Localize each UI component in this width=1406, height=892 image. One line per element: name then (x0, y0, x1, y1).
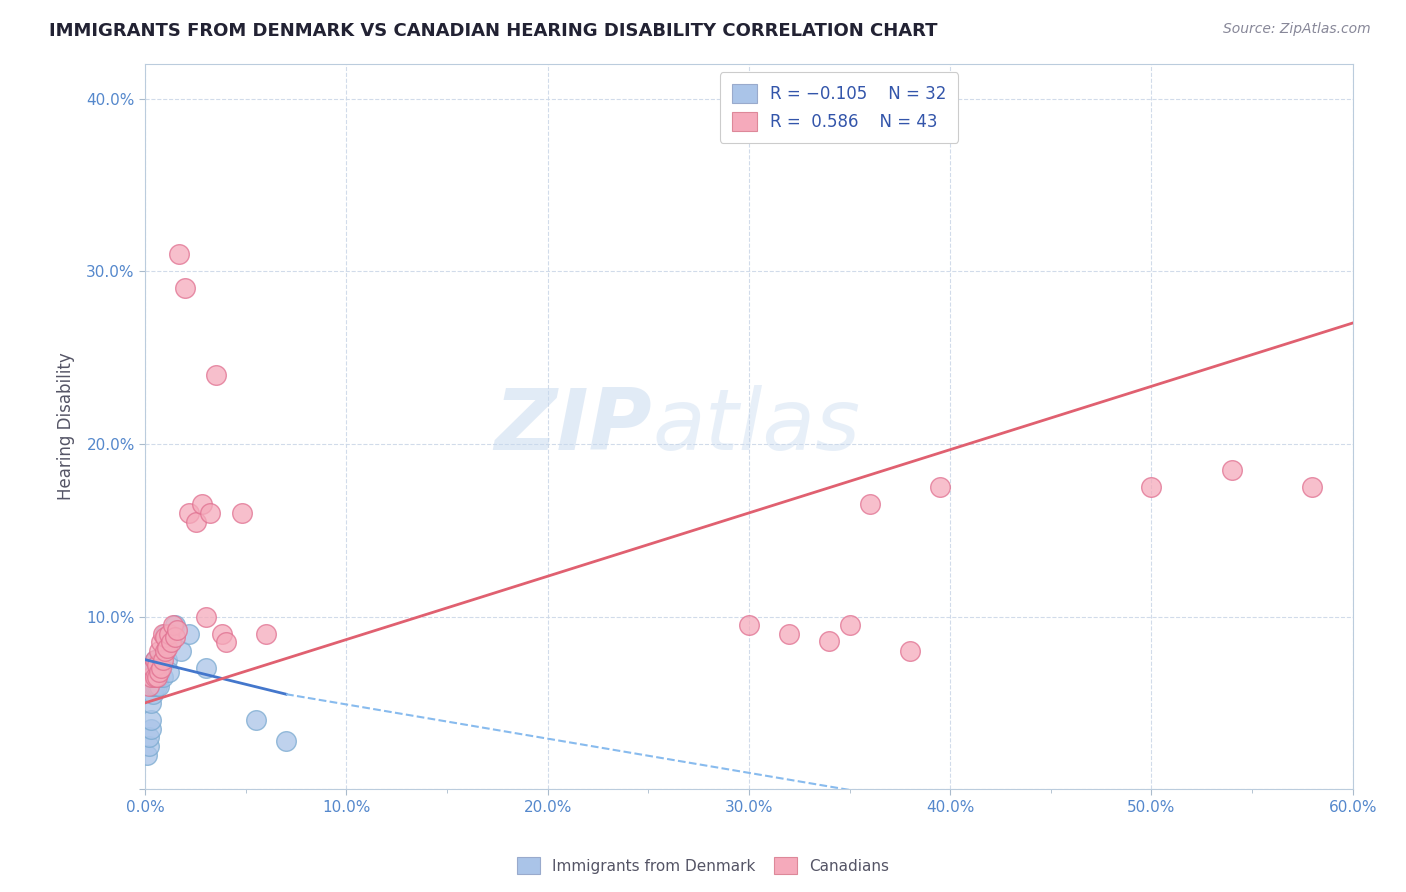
Point (136, 747, 159, 762)
Point (190, 497, 212, 511)
Point (150, 635, 173, 649)
Point (254, 627, 277, 641)
Point (155, 627, 177, 641)
Point (194, 661, 217, 675)
Point (148, 679, 170, 693)
Point (169, 247, 191, 261)
Point (245, 713, 267, 727)
Point (1301, 480, 1323, 494)
Y-axis label: Hearing Disability: Hearing Disability (58, 352, 75, 500)
Point (142, 661, 165, 675)
Point (150, 661, 173, 675)
Point (778, 627, 800, 641)
Point (143, 653, 166, 667)
Point (146, 670, 169, 684)
Point (146, 670, 169, 684)
Point (165, 618, 187, 632)
Point (1220, 463, 1243, 477)
Point (143, 670, 166, 684)
Point (211, 627, 233, 641)
Point (143, 670, 166, 684)
Point (838, 618, 860, 632)
Point (859, 497, 882, 511)
Point (142, 687, 165, 701)
Text: atlas: atlas (652, 385, 860, 468)
Point (198, 506, 221, 520)
Point (156, 640, 179, 655)
Point (170, 644, 193, 658)
Point (152, 670, 174, 684)
Point (155, 630, 177, 644)
Point (194, 609, 217, 624)
Point (138, 679, 160, 693)
Point (215, 635, 238, 649)
Point (898, 644, 921, 658)
Point (274, 733, 297, 747)
Point (143, 679, 166, 693)
Point (155, 644, 177, 658)
Point (152, 653, 174, 667)
Point (148, 670, 170, 684)
Point (179, 627, 201, 641)
Point (929, 480, 952, 494)
Point (150, 653, 173, 667)
Point (184, 515, 207, 529)
Point (148, 653, 170, 667)
Point (141, 696, 163, 710)
Point (143, 661, 166, 675)
Text: IMMIGRANTS FROM DENMARK VS CANADIAN HEARING DISABILITY CORRELATION CHART: IMMIGRANTS FROM DENMARK VS CANADIAN HEAR… (49, 22, 938, 40)
Point (142, 670, 165, 684)
Point (146, 653, 169, 667)
Point (738, 618, 761, 632)
Point (157, 627, 180, 641)
Legend: R = −0.105    N = 32, R =  0.586    N = 43: R = −0.105 N = 32, R = 0.586 N = 43 (720, 72, 957, 143)
Point (138, 731, 160, 745)
Text: Source: ZipAtlas.com: Source: ZipAtlas.com (1223, 22, 1371, 37)
Point (162, 618, 184, 632)
Point (142, 679, 165, 693)
Point (160, 635, 183, 649)
Point (150, 661, 173, 675)
Point (148, 644, 170, 658)
Point (141, 722, 163, 736)
Point (146, 657, 169, 672)
Legend: Immigrants from Denmark, Canadians: Immigrants from Denmark, Canadians (510, 851, 896, 880)
Point (141, 713, 163, 727)
Point (204, 368, 226, 382)
Point (1140, 480, 1163, 494)
Point (143, 653, 166, 667)
Point (152, 627, 174, 641)
Point (148, 665, 170, 679)
Text: ZIP: ZIP (495, 385, 652, 468)
Point (818, 633, 841, 648)
Point (141, 670, 163, 684)
Point (142, 661, 165, 675)
Point (179, 506, 201, 520)
Point (156, 653, 179, 667)
Point (166, 624, 188, 638)
Point (138, 739, 160, 753)
Point (165, 630, 187, 644)
Point (146, 679, 169, 693)
Point (231, 506, 253, 520)
Point (174, 281, 197, 295)
Point (157, 665, 180, 679)
